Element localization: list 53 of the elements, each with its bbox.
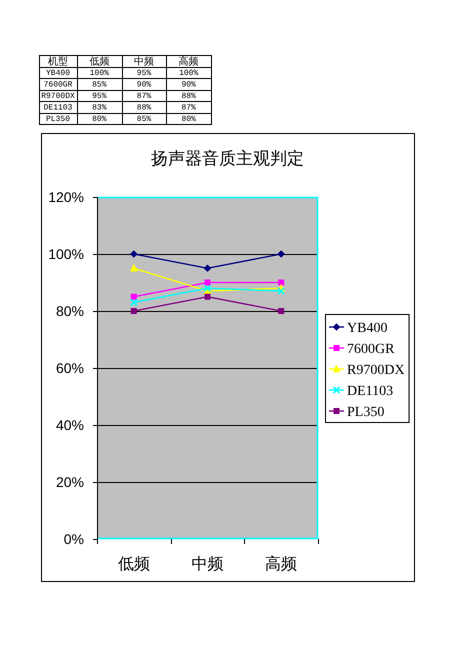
point [130,308,137,314]
title: 扬声器音质主观判定 [151,149,304,168]
y-tick-label: 7600GR [44,80,73,90]
legend-label: YB400 [347,321,388,336]
data-label: 87% [136,92,152,102]
data-label: 100% [179,69,198,78]
legend-label: R9700DX [347,363,405,378]
x-tick-label: 中频 [192,555,224,573]
y-tick-label: R9700DX [41,92,75,102]
y-tick-label: 20% [56,474,84,490]
point [130,294,137,300]
point [277,287,285,295]
y-tick-label: 100% [48,246,84,262]
data-label: 90% [136,80,152,90]
y-tick-label: PL350 [46,115,70,124]
point [204,264,212,272]
y-tick-label: 40% [56,417,84,433]
data-label: 95% [136,69,152,78]
y-tick-label: YB400 [46,69,70,78]
point [278,308,284,314]
data-label: 88% [136,104,152,113]
data-label: 80% [181,115,196,124]
data-label: 95% [92,92,107,102]
y-tick-label: DE1103 [44,104,73,113]
x-tick-label: 高频 [178,55,199,68]
y-tick-label: 80% [56,303,84,319]
point [130,264,138,272]
data-label: 100% [90,69,110,78]
point [130,298,138,306]
data-label: 83% [92,104,107,113]
data-label: 85% [92,80,107,90]
legend-label: PL350 [347,405,384,420]
data-label: 88% [181,92,196,102]
data-label: 87% [181,104,196,113]
y-tick-label: 0% [64,531,84,547]
x-tick-label: 低频 [89,55,110,68]
point [130,250,138,258]
y-tick-label: 120% [48,189,84,205]
point [277,250,285,258]
y-axis-title: 机型 [48,55,68,68]
data-label: 85% [136,115,152,124]
point [278,280,284,286]
point [204,284,212,292]
legend-label: DE1103 [347,384,394,399]
data-label: 90% [181,80,196,90]
x-tick-label: 中频 [134,55,154,68]
data-label: 80% [92,115,107,124]
point [204,280,210,286]
point [204,294,210,300]
x-tick-label: 低频 [118,556,150,573]
x-tick-label: 高频 [265,555,298,573]
legend-label: 7600GR [347,342,396,357]
y-tick-label: 60% [56,360,84,376]
